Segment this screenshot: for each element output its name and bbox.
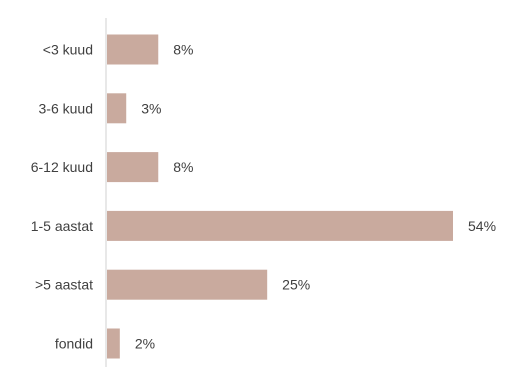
chart-row: fondid 2% (55, 328, 155, 359)
category-label: 3-6 kuud (39, 100, 93, 116)
bar (107, 210, 453, 241)
bar (107, 269, 268, 300)
value-label: 54% (468, 218, 496, 234)
chart-row: 1-5 aastat 54% (31, 210, 496, 241)
chart-row: 3-6 kuud 3% (39, 93, 161, 124)
category-label: 6-12 kuud (31, 159, 93, 175)
value-label: 2% (135, 336, 155, 352)
chart-rows: <3 kuud 8% 3-6 kuud 3% 6-12 kuud 8% 1-5 aastat… (31, 34, 496, 359)
chart-row: >5 aastat 25% (35, 269, 310, 300)
value-label: 3% (141, 100, 161, 116)
category-label: fondid (55, 336, 93, 352)
bar (107, 328, 120, 359)
bar (107, 152, 159, 183)
category-label: >5 aastat (35, 277, 93, 293)
value-label: 25% (282, 277, 310, 293)
category-label: <3 kuud (43, 42, 93, 58)
bar (107, 34, 159, 65)
value-label: 8% (173, 42, 193, 58)
category-label: 1-5 aastat (31, 218, 93, 234)
chart-row: <3 kuud 8% (43, 34, 193, 65)
chart-row: 6-12 kuud 8% (31, 152, 193, 183)
value-label: 8% (173, 159, 193, 175)
bar (107, 93, 127, 124)
